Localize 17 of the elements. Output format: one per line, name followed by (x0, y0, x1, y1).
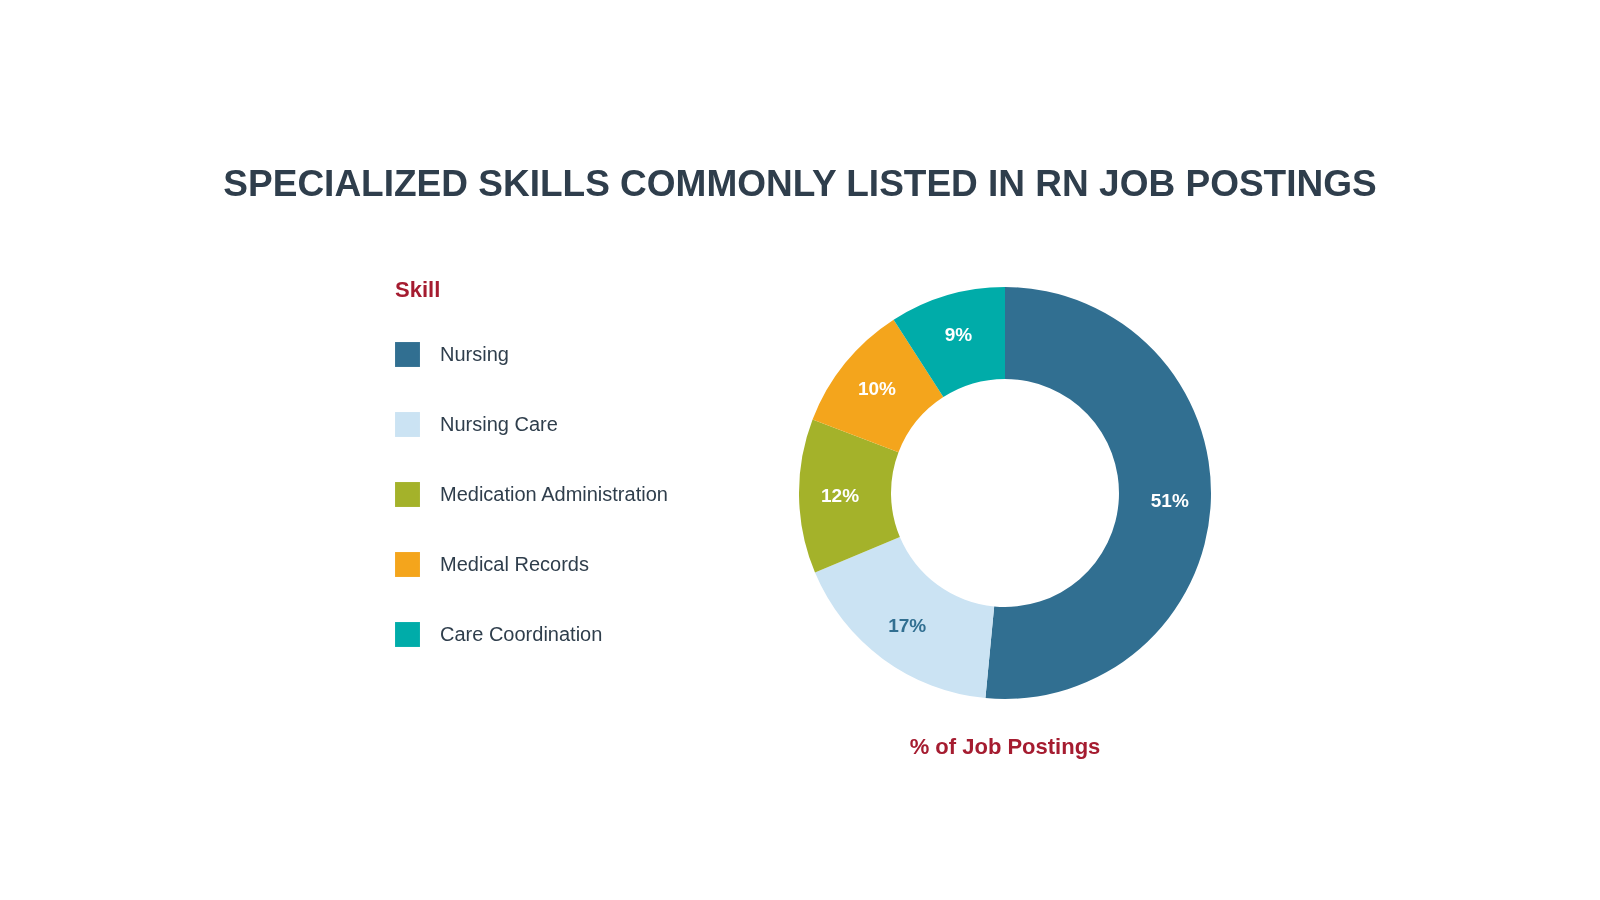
chart-title: SPECIALIZED SKILLS COMMONLY LISTED IN RN JOB POSTINGS (223, 163, 1377, 204)
legend-label: Medical Records (440, 552, 589, 575)
legend-label: Medication Administration (440, 482, 668, 505)
donut-slice (812, 319, 944, 453)
data-label: 12% (821, 484, 860, 506)
legend-label: Nursing Care (440, 412, 558, 435)
data-label: 51% (1150, 489, 1189, 511)
legend-label: Care Coordination (440, 622, 603, 645)
text: % of Job Postings (909, 734, 1101, 759)
donut-slice (985, 287, 1211, 699)
data-label: 9% (944, 323, 973, 345)
legend-label: Nursing (440, 342, 509, 365)
legend-title: Skill (395, 277, 441, 302)
donut-slice (815, 537, 995, 699)
donut-slice (799, 419, 900, 573)
data-label: 10% (857, 377, 897, 399)
data-label: 17% (888, 614, 927, 636)
